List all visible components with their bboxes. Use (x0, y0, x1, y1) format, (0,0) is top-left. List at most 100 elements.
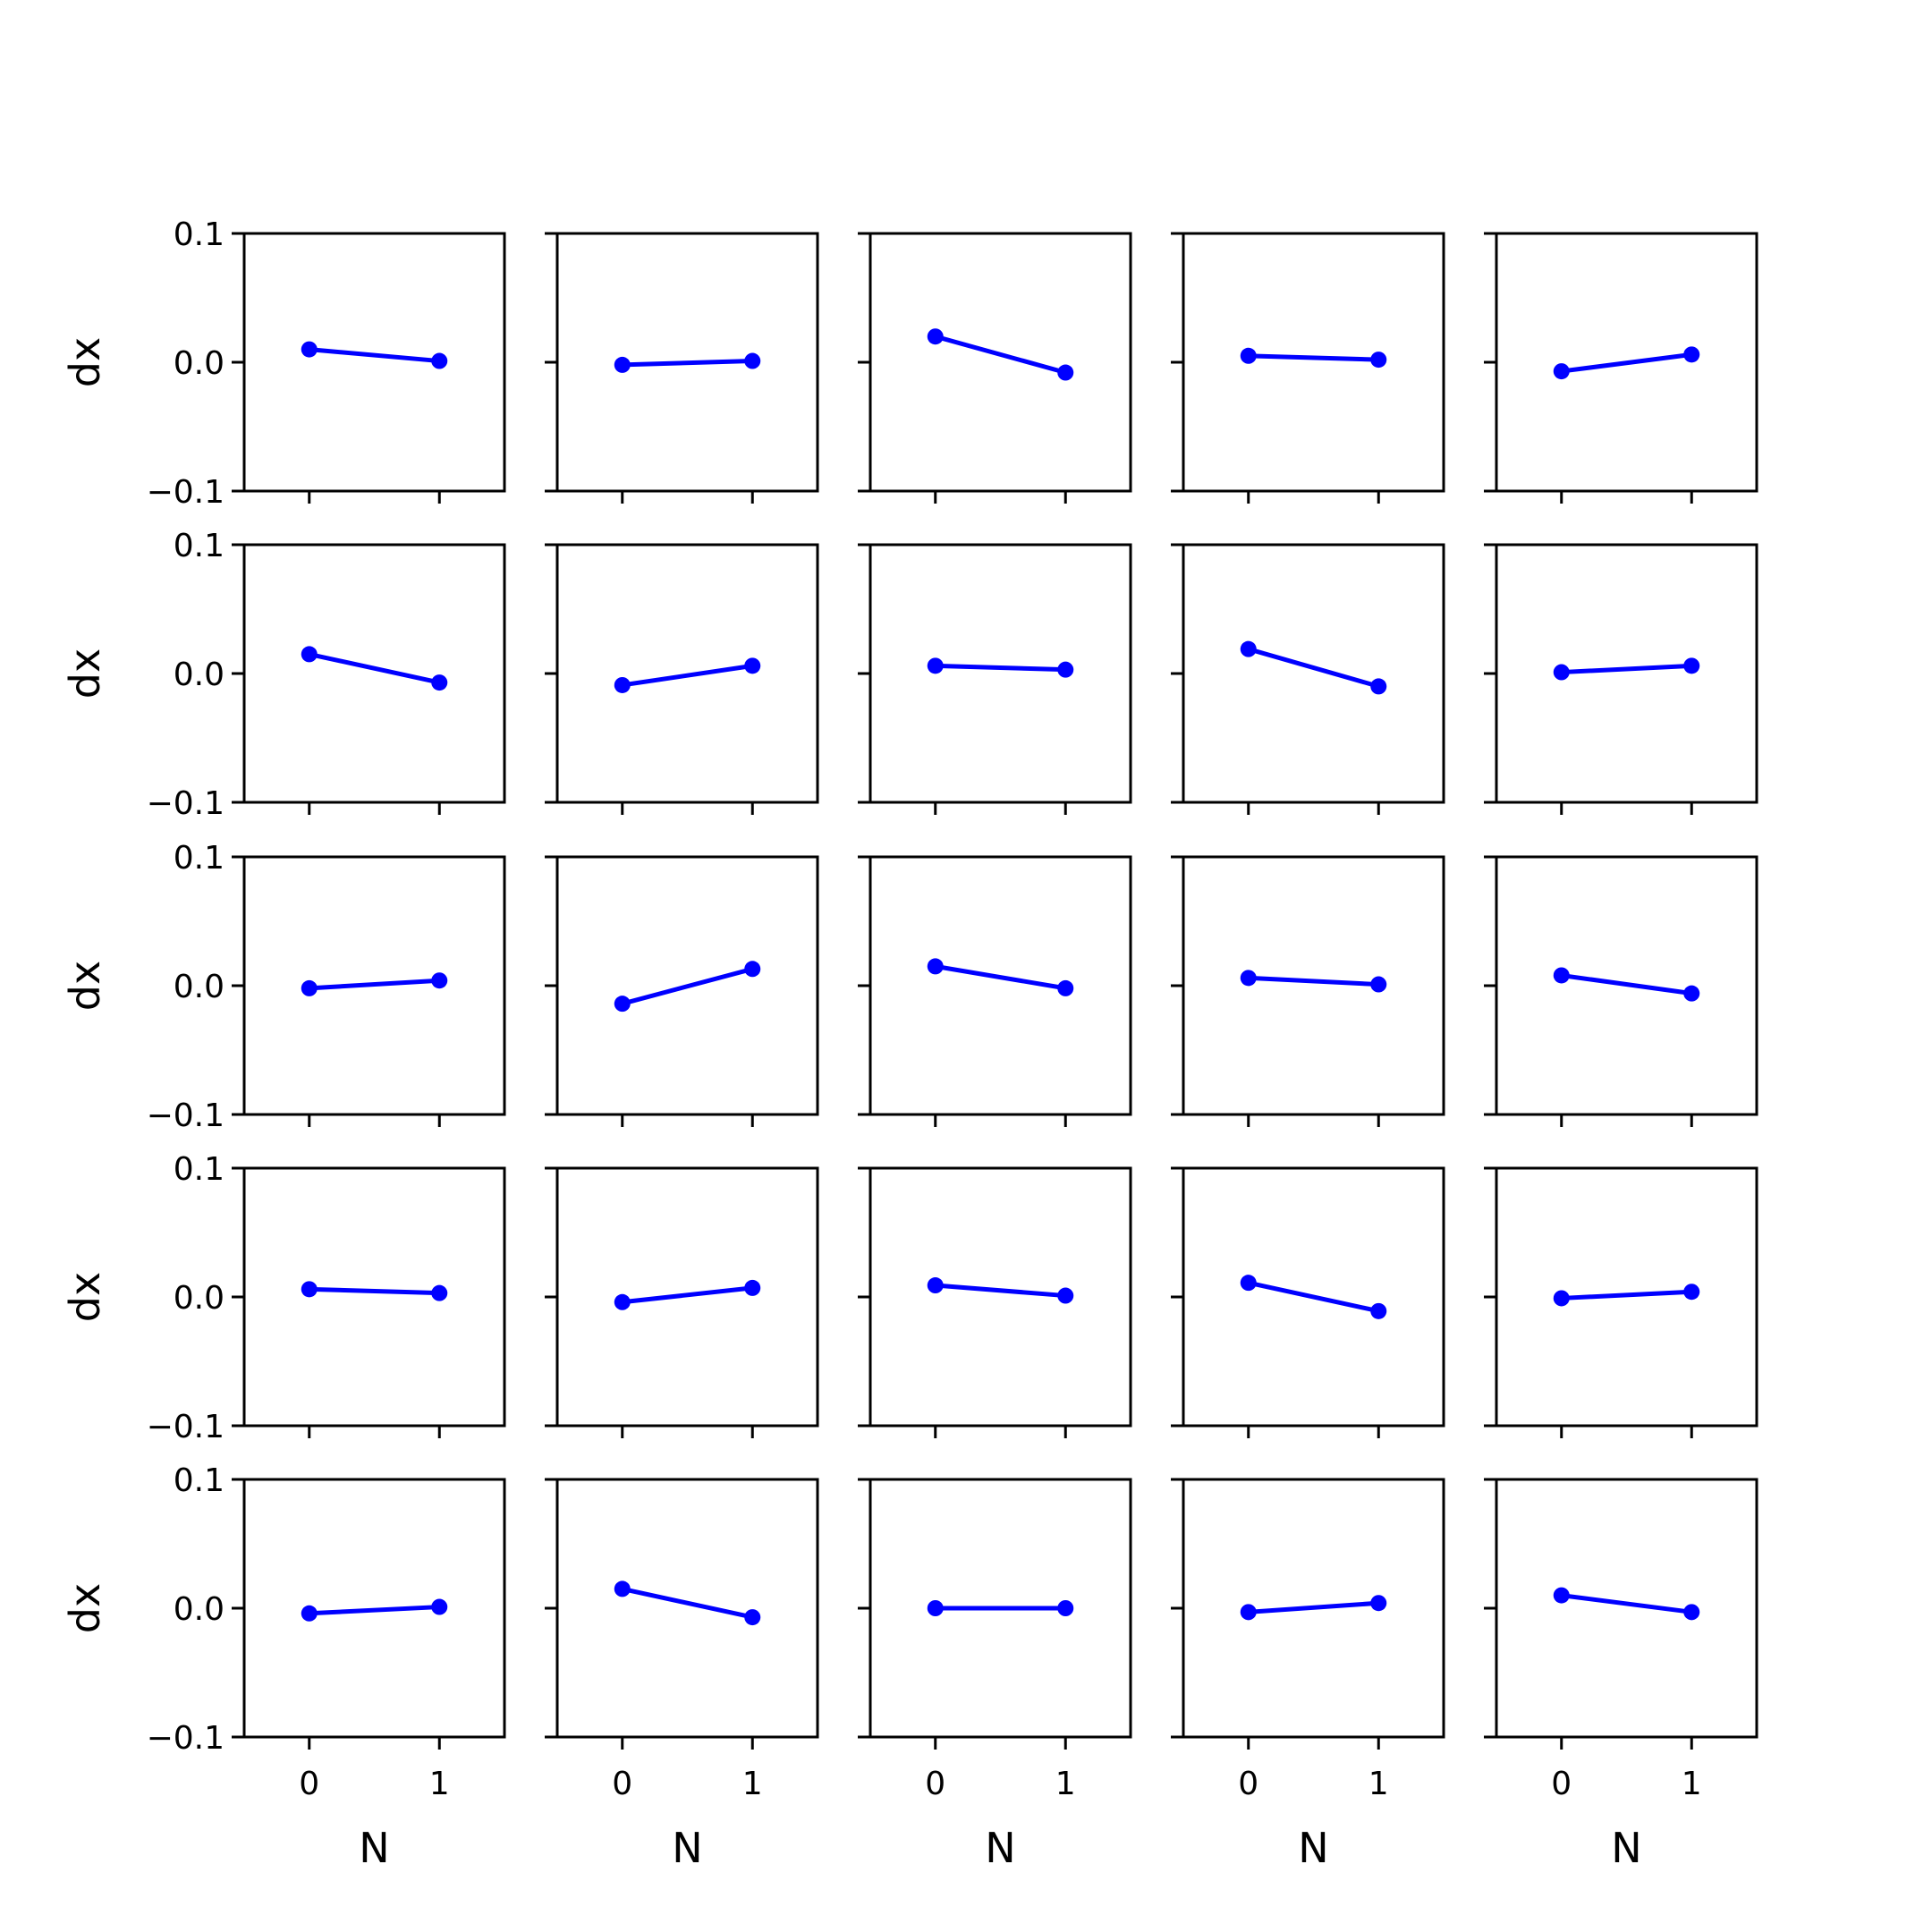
y-axis-label: dx (61, 1583, 109, 1633)
data-point (927, 1600, 944, 1616)
series-line (935, 334, 1066, 375)
x-axis-label: N (359, 1824, 389, 1872)
subplot-1-3 (858, 232, 1132, 504)
data-point (1683, 1284, 1700, 1301)
data-point (431, 972, 448, 989)
series-line (1561, 1289, 1692, 1301)
axes-frame (1182, 232, 1445, 493)
data-point (1370, 678, 1387, 695)
axes-frame (869, 1166, 1132, 1428)
subplot-1-4 (1171, 232, 1445, 504)
axes-frame (869, 543, 1132, 804)
data-point (1240, 640, 1257, 657)
subplot-5-4: 0 1 N (1171, 1478, 1445, 1872)
subplot-5-3: 0 1 N (858, 1478, 1132, 1872)
data-point (614, 1293, 631, 1310)
data-point (614, 1580, 631, 1597)
series-line (1561, 352, 1692, 374)
axes-frame (242, 1166, 506, 1428)
subplot-4-3 (858, 1166, 1132, 1438)
subplot-5-1: −0.1 0.0 0.1 0 1 dx N (61, 1462, 506, 1872)
subplot-2-4 (1171, 543, 1445, 815)
y-tick-label: 0.1 (174, 1462, 225, 1499)
y-axis-label: dx (61, 1272, 109, 1322)
x-axis-label: N (672, 1824, 702, 1872)
y-tick-label: 0.0 (174, 1280, 225, 1317)
series-line (1561, 1593, 1692, 1614)
data-point (744, 1609, 761, 1626)
x-tick-label: 1 (1368, 1766, 1389, 1802)
subplot-2-5 (1484, 543, 1758, 815)
axes-frame (1182, 855, 1445, 1116)
data-point (744, 657, 761, 674)
data-point (1553, 664, 1570, 681)
series-line (622, 1285, 753, 1305)
y-axis-label: dx (61, 961, 109, 1011)
series-line (622, 1586, 753, 1620)
data-point (1057, 979, 1074, 996)
data-point (1370, 976, 1387, 993)
series-line (1561, 973, 1692, 996)
data-point (431, 674, 448, 691)
x-tick-label: 0 (1238, 1766, 1258, 1802)
subplot-2-1: −0.1 0.0 0.1 dx (61, 528, 506, 822)
subplot-3-3 (858, 855, 1132, 1127)
x-tick-label: 0 (925, 1766, 945, 1802)
series-line (309, 347, 440, 364)
series-line (309, 651, 440, 685)
series-line (1248, 647, 1379, 689)
x-tick-label: 0 (299, 1766, 319, 1802)
data-point (744, 961, 761, 978)
series-line (1248, 1280, 1379, 1314)
y-tick-label: 0.1 (174, 1151, 225, 1188)
y-tick-label: −0.1 (147, 1409, 225, 1445)
data-point (614, 356, 631, 373)
series-line (1248, 975, 1379, 987)
data-point (301, 1281, 318, 1298)
data-point (1057, 1600, 1074, 1616)
subplot-4-1: −0.1 0.0 0.1 dx (61, 1151, 506, 1445)
data-point (431, 1284, 448, 1301)
series-line (309, 978, 440, 991)
data-point (1240, 970, 1257, 987)
data-point (1683, 1604, 1700, 1621)
series-line (622, 359, 753, 368)
data-point (1240, 347, 1257, 364)
data-point (614, 676, 631, 693)
series-line (309, 1605, 440, 1616)
axes-frame (869, 855, 1132, 1116)
x-tick-label: 1 (1055, 1766, 1076, 1802)
data-point (1370, 1302, 1387, 1319)
subplot-3-4 (1171, 855, 1445, 1127)
data-point (301, 341, 318, 358)
data-point (1553, 967, 1570, 984)
data-point (927, 328, 944, 345)
data-point (1240, 1275, 1257, 1292)
y-axis-label: dx (61, 337, 109, 387)
y-tick-label: 0.1 (174, 840, 225, 877)
data-point (1057, 1287, 1074, 1304)
axes-frame (869, 232, 1132, 493)
data-point (431, 352, 448, 369)
series-line (935, 1283, 1066, 1299)
x-tick-label: 1 (429, 1766, 450, 1802)
data-point (1057, 661, 1074, 678)
y-tick-label: 0.1 (174, 216, 225, 253)
y-tick-label: −0.1 (147, 785, 225, 822)
subplot-4-2 (545, 1166, 819, 1438)
y-tick-label: 0.0 (174, 969, 225, 1005)
subplot-1-1: −0.1 0.0 0.1 dx (61, 216, 506, 511)
subplot-3-1: −0.1 0.0 0.1 dx (61, 840, 506, 1134)
axes-frame (1182, 543, 1445, 804)
series-line (935, 963, 1066, 991)
axes-frame (555, 1478, 819, 1739)
axes-frame (1495, 543, 1758, 804)
data-point (744, 352, 761, 369)
axes-frame (242, 543, 506, 804)
x-tick-label: 0 (612, 1766, 632, 1802)
data-point (431, 1598, 448, 1615)
series-line (1248, 353, 1379, 362)
y-tick-label: 0.0 (174, 657, 225, 693)
series-line (622, 966, 753, 1006)
